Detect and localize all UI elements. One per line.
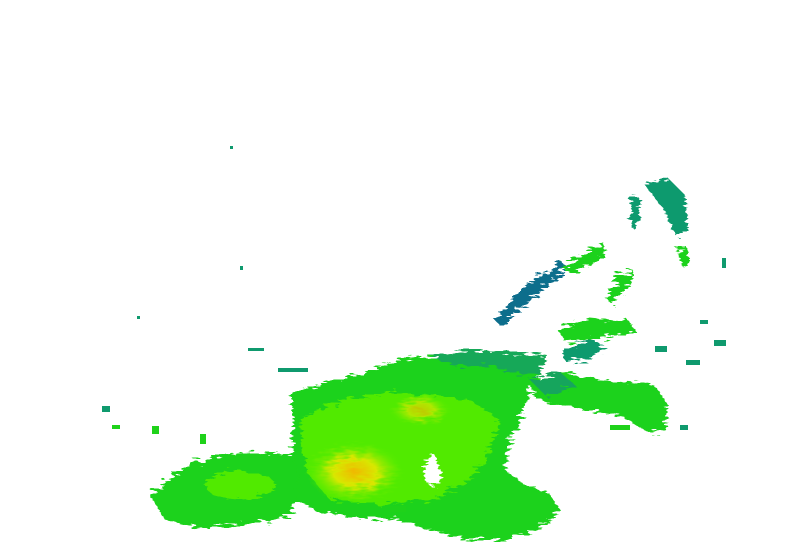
streak-4 — [645, 178, 688, 236]
main-cell-edge — [430, 350, 548, 375]
return — [680, 425, 688, 430]
main-cell-core-2 — [390, 394, 450, 426]
return — [102, 406, 110, 412]
southwest-band-core — [205, 471, 275, 499]
scattered-returns — [102, 146, 726, 512]
return — [200, 434, 206, 444]
east-band — [530, 372, 668, 432]
return — [714, 340, 726, 346]
southwest-band — [150, 452, 300, 528]
return — [137, 316, 140, 319]
return — [248, 348, 264, 351]
return — [686, 360, 700, 365]
return — [700, 320, 708, 324]
streak-1 — [495, 262, 570, 326]
return — [610, 425, 630, 430]
return — [278, 368, 308, 372]
return — [240, 266, 243, 270]
streak-3 — [605, 270, 634, 304]
return — [390, 506, 406, 512]
streak-2 — [560, 244, 606, 272]
main-precipitation-cell — [288, 350, 560, 540]
main-cell-core — [307, 442, 403, 502]
streak-5 — [558, 318, 636, 342]
return — [655, 346, 667, 352]
return — [112, 425, 120, 429]
northeast-streaks — [495, 178, 690, 362]
return — [152, 426, 159, 434]
return — [722, 258, 726, 268]
main-cell-hole — [424, 454, 440, 486]
east-band-edge — [530, 372, 575, 398]
streak-7 — [676, 246, 690, 266]
streak-8 — [630, 195, 640, 230]
streak-6 — [560, 340, 606, 362]
return — [230, 146, 233, 149]
